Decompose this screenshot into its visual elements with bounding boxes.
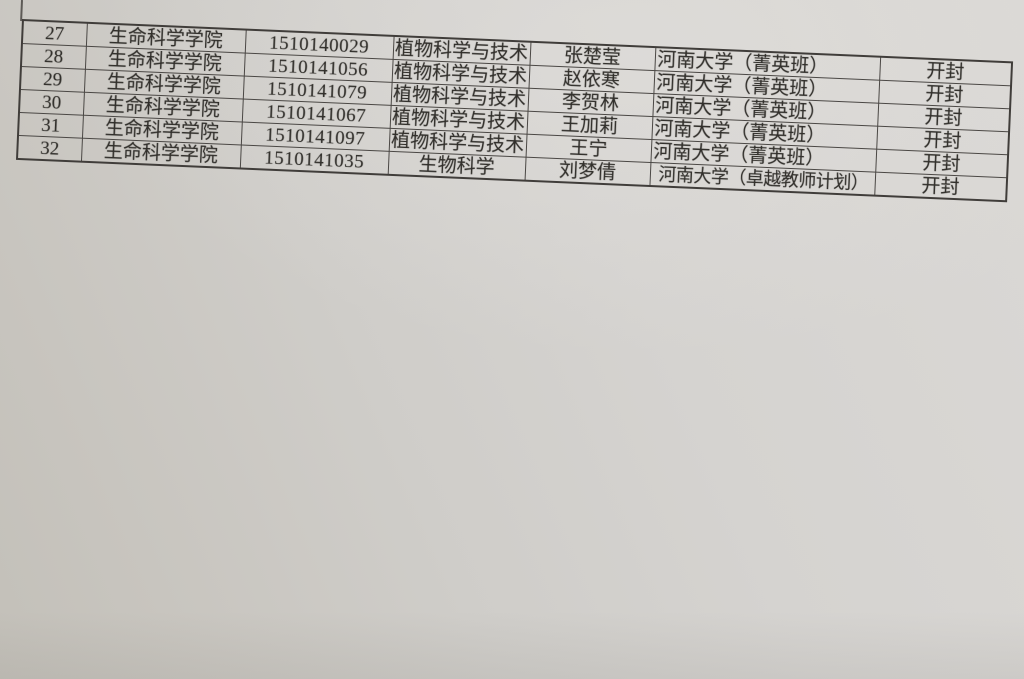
- cell-student-id: 1510141035: [239, 144, 389, 175]
- cropped-row-left-border-line: [20, 0, 23, 22]
- cell-name: 刘梦倩: [524, 157, 651, 186]
- student-roster-table: 27 生命科学学院 1510140029 植物科学与技术 张楚莹 河南大学（菁英…: [15, 19, 1014, 203]
- cell-row-number: 31: [18, 112, 83, 139]
- roster-table: 27 生命科学学院 1510140029 植物科学与技术 张楚莹 河南大学（菁英…: [15, 19, 1014, 203]
- cell-city: 开封: [874, 172, 1008, 202]
- cell-row-number: 28: [20, 43, 86, 70]
- cell-row-number: 27: [21, 20, 87, 47]
- cell-row-number: 30: [19, 89, 84, 116]
- cell-row-number: 32: [17, 135, 82, 162]
- cell-row-number: 29: [19, 66, 85, 93]
